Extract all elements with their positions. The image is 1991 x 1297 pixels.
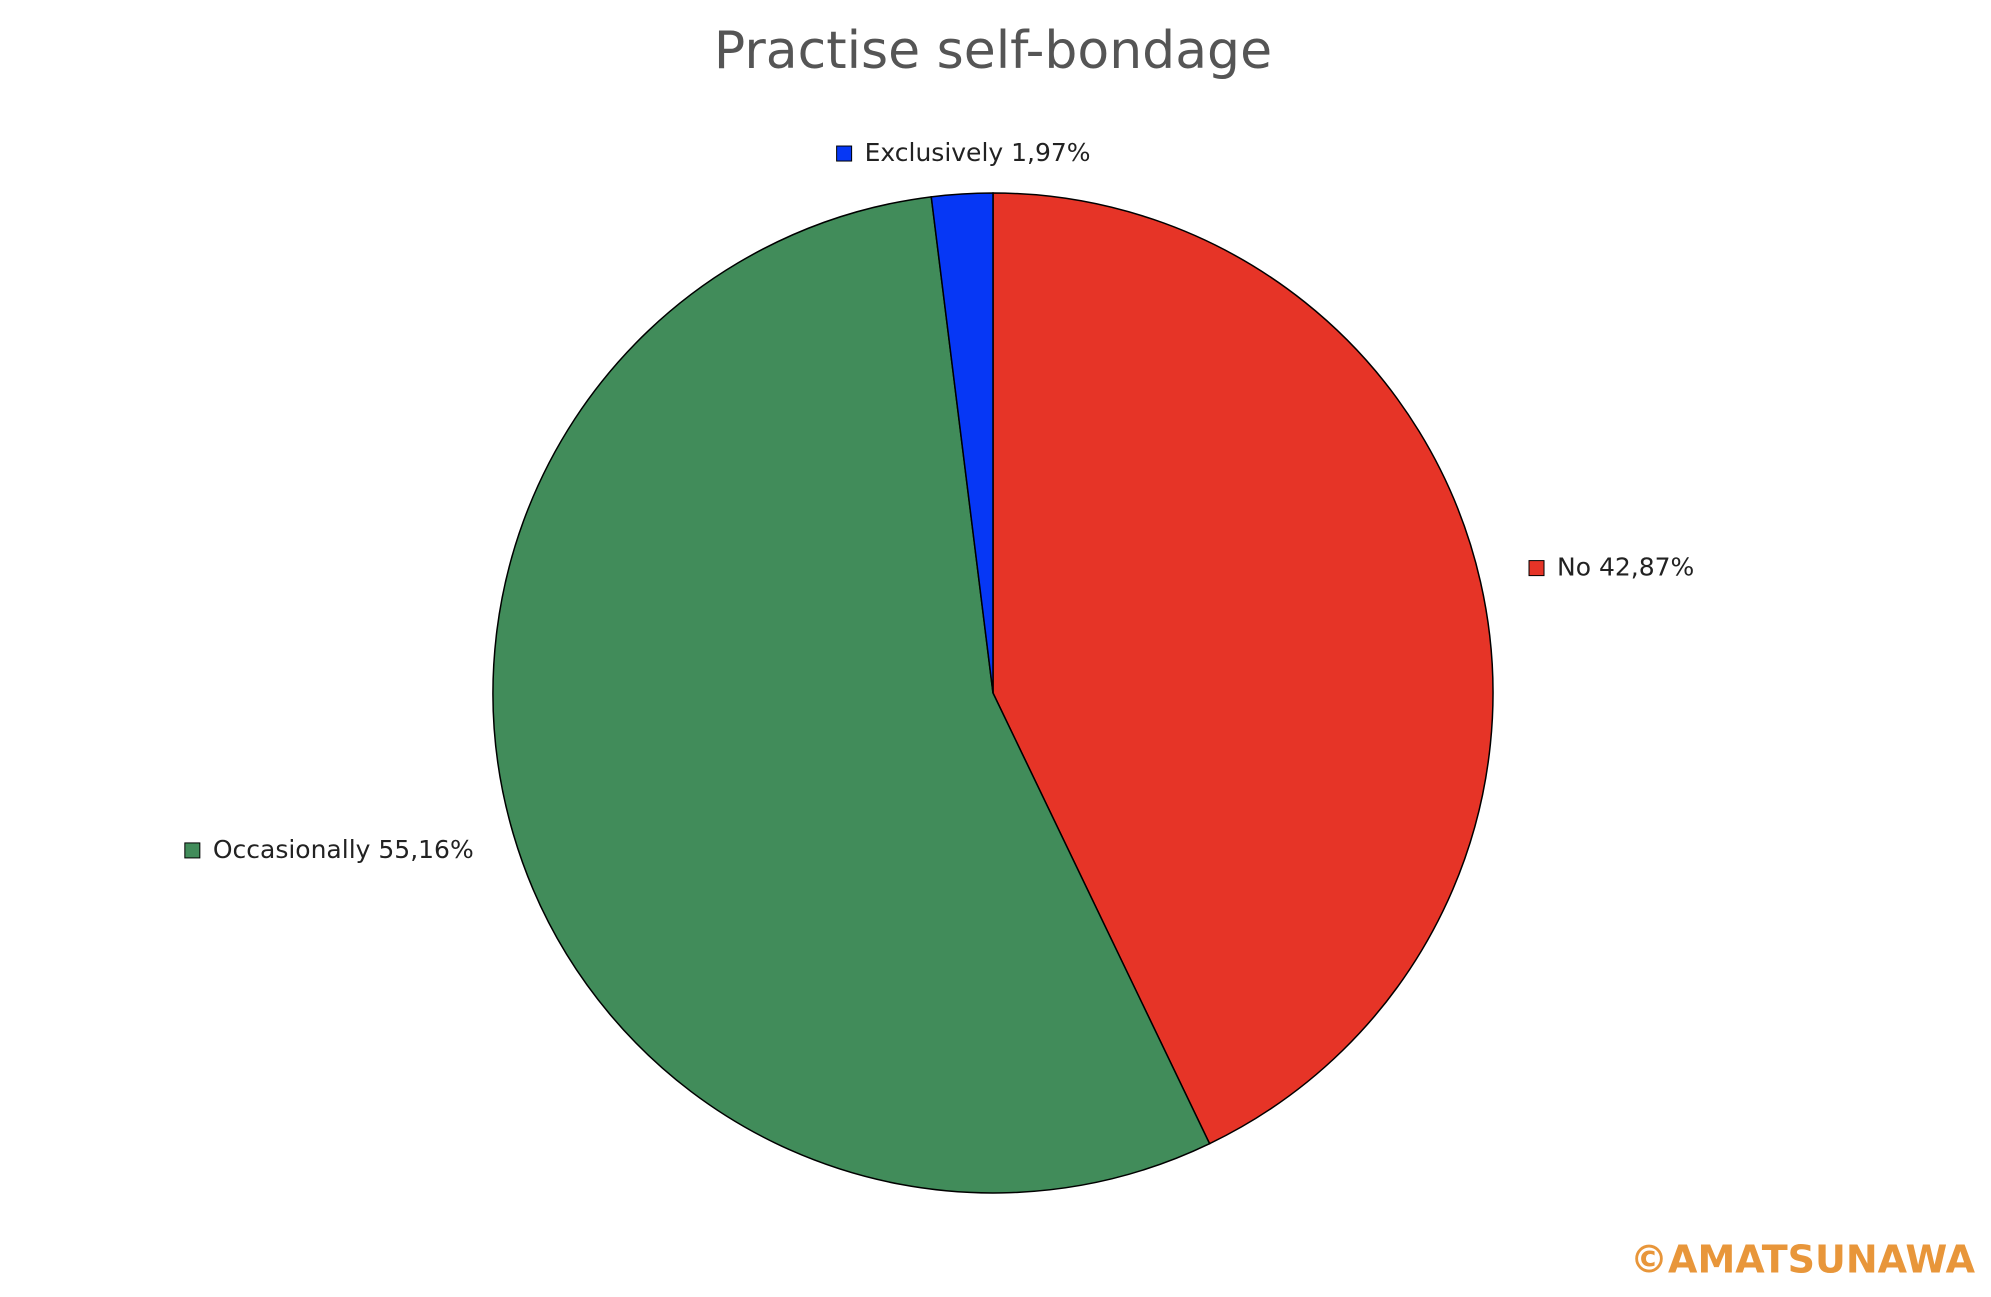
chart-title: Practise self-bondage (714, 21, 1272, 81)
slice-name: Occasionally (213, 835, 371, 864)
slice-label: No 42,87% (1557, 553, 1694, 582)
pie-slice (930, 192, 994, 694)
pie-slice (992, 192, 1494, 1145)
slice-name: Exclusively (865, 138, 1004, 167)
pie-slice (492, 195, 1211, 1194)
slice-value: 55,16% (378, 835, 473, 864)
slice-name: No (1557, 553, 1591, 582)
watermark: ©AMATSUNAWA (1630, 1238, 1976, 1282)
slice-label: Exclusively 1,97% (865, 138, 1091, 167)
slice-value: 42,87% (1599, 553, 1694, 582)
legend-swatch (1528, 560, 1545, 577)
legend-swatch (836, 145, 853, 162)
slice-value: 1,97% (1011, 138, 1090, 167)
legend-swatch (184, 842, 201, 859)
slice-label: Occasionally 55,16% (213, 835, 474, 864)
